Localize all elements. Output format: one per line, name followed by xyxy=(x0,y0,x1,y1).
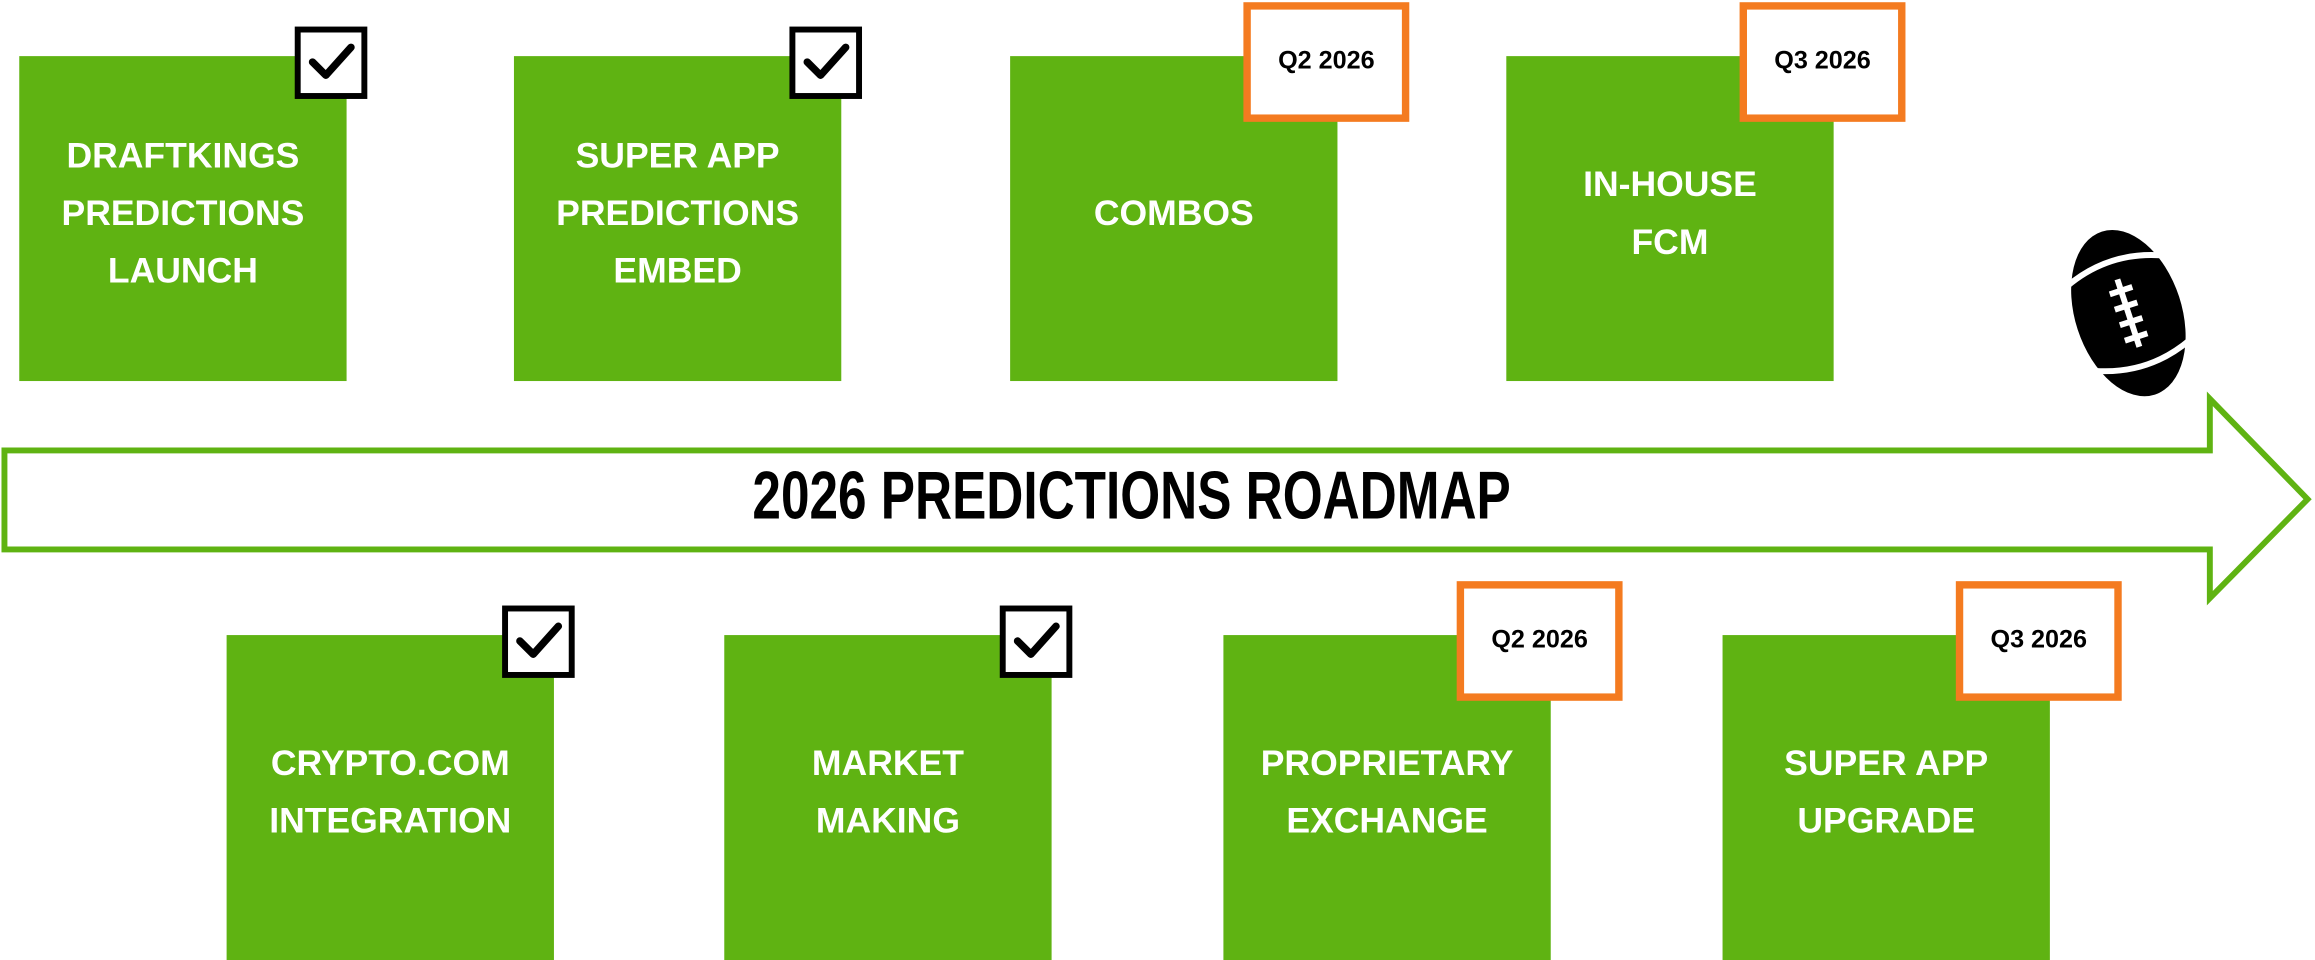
done-checkbox xyxy=(502,605,575,678)
quarter-badge xyxy=(1955,581,2122,701)
milestone-label: CRYPTO.COM xyxy=(271,743,510,783)
milestone-label: SUPER APP xyxy=(1784,743,1988,783)
roadmap-title: 2026 PREDICTIONS ROADMAP xyxy=(752,458,1510,534)
milestone-label: INTEGRATION xyxy=(269,801,511,841)
milestone-label: PREDICTIONS xyxy=(61,193,304,233)
done-checkbox xyxy=(294,26,368,99)
quarter-badge xyxy=(1739,2,1906,122)
quarter-label: Q3 2026 xyxy=(1991,626,2088,654)
done-check xyxy=(1013,622,1060,658)
milestone-box xyxy=(226,635,554,960)
milestone-label: SUPER APP xyxy=(576,135,780,175)
milestone-label: LAUNCH xyxy=(108,251,258,291)
done-checkbox xyxy=(789,26,863,99)
quarter-label: Q2 2026 xyxy=(1491,626,1588,654)
milestone-label: UPGRADE xyxy=(1797,801,1975,841)
milestone-label: EXCHANGE xyxy=(1286,801,1487,841)
milestone-label: MARKET xyxy=(812,743,964,783)
done-check xyxy=(803,43,850,80)
milestone-label: MAKING xyxy=(816,801,960,841)
quarter-badge xyxy=(1456,581,1623,701)
quarter-badge xyxy=(1243,2,1410,122)
milestone-box xyxy=(19,56,347,382)
timeline-arrow xyxy=(1,391,2312,606)
done-checkbox xyxy=(999,605,1073,678)
milestone-label: EMBED xyxy=(613,251,741,291)
milestone-label: PREDICTIONS xyxy=(556,193,799,233)
milestone-label: FCM xyxy=(1631,222,1708,262)
milestone-label: IN-HOUSE xyxy=(1583,164,1757,204)
milestone-box xyxy=(724,635,1052,960)
done-check xyxy=(308,43,355,80)
quarter-label: Q3 2026 xyxy=(1774,47,1871,75)
milestone-box xyxy=(513,56,842,382)
milestone-label: DRAFTKINGS xyxy=(66,135,299,175)
done-check xyxy=(516,622,563,658)
football-icon xyxy=(2064,229,2192,397)
milestone-label: PROPRIETARY xyxy=(1261,743,1514,783)
milestone-label: COMBOS xyxy=(1094,193,1254,233)
quarter-label: Q2 2026 xyxy=(1278,47,1375,75)
